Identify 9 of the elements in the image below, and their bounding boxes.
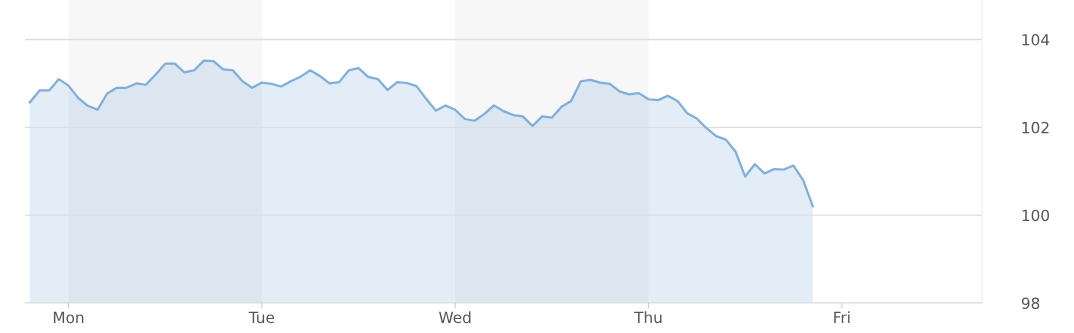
x-tick-label: Tue <box>248 311 275 324</box>
x-tick-label: Wed <box>439 311 471 324</box>
y-tick-label: 102 <box>1022 121 1049 134</box>
x-tick-label: Mon <box>53 311 84 324</box>
y-tick-label: 104 <box>1022 33 1050 46</box>
x-tick-label: Fri <box>834 311 850 323</box>
y-tick-label: 98 <box>1021 297 1040 310</box>
x-tick-label: Thu <box>634 311 662 324</box>
y-tick-label: 100 <box>1022 209 1050 222</box>
